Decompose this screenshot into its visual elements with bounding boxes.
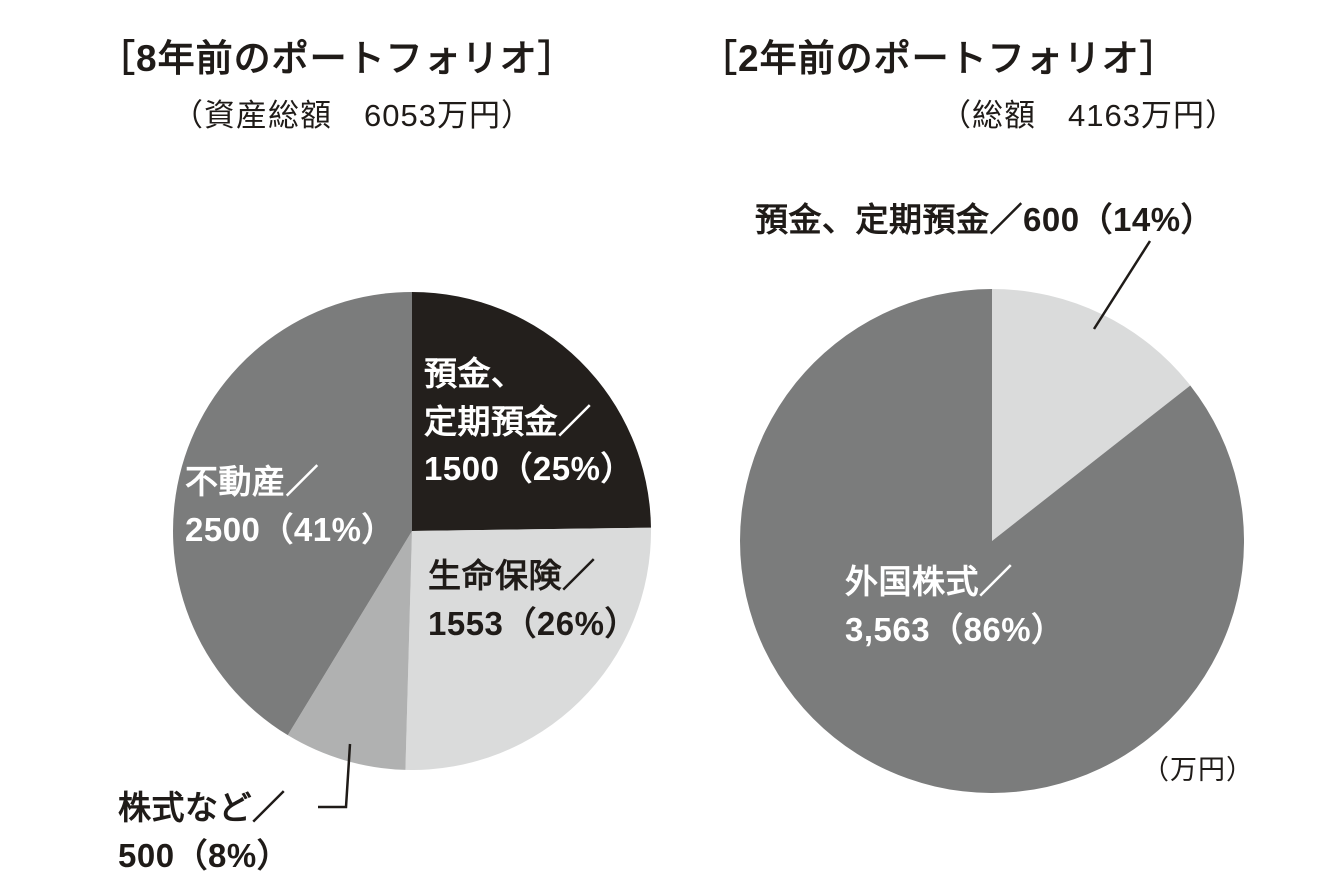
label-line: 500（8%） bbox=[118, 836, 291, 874]
pie-slice-stocks bbox=[287, 531, 412, 770]
label-line: 2500（41%） bbox=[185, 510, 395, 548]
chart-title-2-years: ［2年前のポートフォリオ］ bbox=[700, 38, 1178, 79]
label-line: 不動産／ bbox=[185, 463, 319, 500]
unit-label: （万円） bbox=[1142, 755, 1254, 785]
leader-line-deposits-2-years bbox=[1092, 240, 1152, 330]
pie-chart-2-years bbox=[740, 289, 1244, 793]
chart-subtitle-8-years: （資産総額 6053万円） bbox=[172, 98, 533, 133]
pie-slice-foreign-stocks bbox=[740, 289, 1244, 793]
label-line: 定期預金／ bbox=[424, 402, 592, 440]
label-stocks-8-years: 株式など／ 500（8%） bbox=[118, 784, 290, 879]
label-line: 株式など／ bbox=[118, 789, 286, 826]
label-foreign-stocks-2-years: 外国株式／ 3,563（86%） bbox=[845, 558, 1065, 653]
chart-title-8-years: ［8年前のポートフォリオ］ bbox=[98, 38, 576, 79]
label-real-estate-8-years: 不動産／ 2500（41%） bbox=[185, 458, 395, 553]
label-line: 生命保険／ bbox=[428, 557, 596, 594]
label-deposits-2-years: 預金、定期預金／600（14%） bbox=[755, 201, 1215, 238]
label-line: 1553（26%） bbox=[428, 604, 638, 642]
label-line: 1500（25%） bbox=[424, 450, 634, 488]
pie-slice-deposits bbox=[412, 292, 651, 531]
pie-slice-deposits bbox=[992, 289, 1191, 541]
pie-slice-life-insurance bbox=[405, 527, 651, 770]
pie-slice-real-estate bbox=[173, 292, 412, 736]
pie-chart-8-years bbox=[173, 292, 651, 770]
label-line: 預金、 bbox=[424, 355, 525, 392]
label-line: 外国株式／ bbox=[845, 563, 1013, 600]
label-life-insurance-8-years: 生命保険／ 1553（26%） bbox=[428, 552, 638, 647]
chart-subtitle-2-years: （総額 4163万円） bbox=[940, 98, 1237, 133]
label-deposits-8-years: 預金、 定期預金／ 1500（25%） bbox=[424, 350, 634, 493]
leader-line-stocks bbox=[318, 743, 352, 809]
label-line: 3,563（86%） bbox=[845, 610, 1065, 648]
